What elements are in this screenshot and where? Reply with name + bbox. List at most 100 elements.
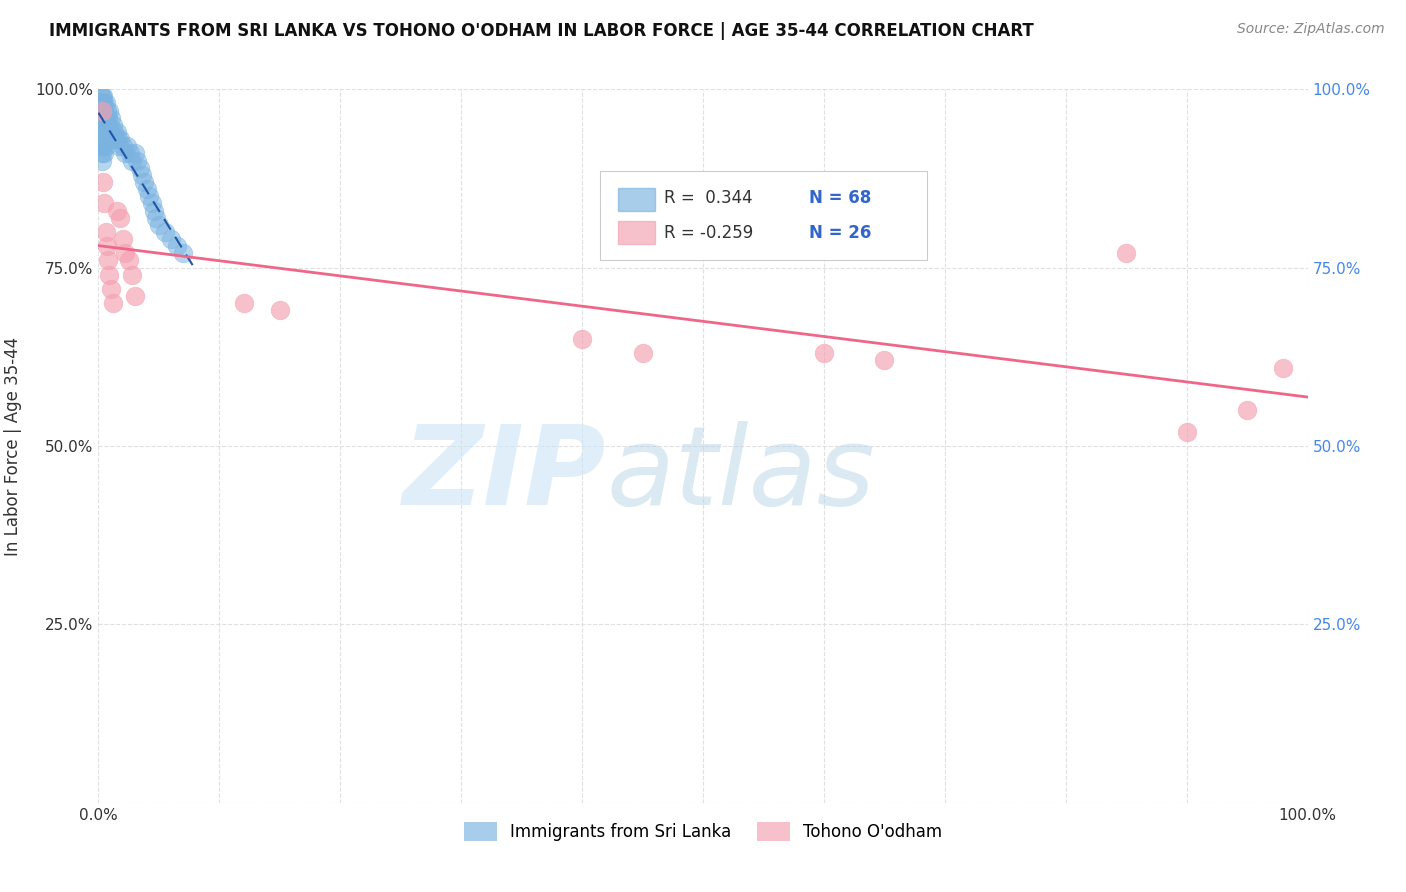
Text: N = 26: N = 26	[810, 224, 872, 242]
Point	[100, 125, 122, 139]
Text: ZIP: ZIP	[402, 421, 606, 528]
Point	[96, 132, 118, 146]
Text: R =  0.344: R = 0.344	[664, 189, 754, 207]
Point	[101, 296, 124, 310]
Point	[153, 225, 176, 239]
Point	[91, 111, 114, 125]
Point	[813, 346, 835, 360]
Point	[91, 103, 114, 118]
Point	[100, 111, 122, 125]
Bar	[619, 187, 655, 211]
Text: Source: ZipAtlas.com: Source: ZipAtlas.com	[1237, 22, 1385, 37]
Point	[90, 111, 112, 125]
Point	[90, 139, 112, 153]
Point	[124, 289, 146, 303]
Point	[90, 103, 112, 118]
Point	[89, 125, 111, 139]
Point	[160, 232, 183, 246]
Point	[121, 268, 143, 282]
Point	[94, 96, 117, 111]
Point	[97, 111, 120, 125]
Point	[108, 211, 131, 225]
Point	[89, 96, 111, 111]
Point	[91, 132, 114, 146]
Point	[97, 253, 120, 268]
Point	[89, 139, 111, 153]
Point	[91, 89, 114, 103]
Bar	[619, 221, 655, 244]
Point	[111, 139, 134, 153]
Point	[873, 353, 896, 368]
Point	[98, 268, 121, 282]
Point	[91, 103, 114, 118]
Point	[93, 103, 115, 118]
Point	[91, 111, 114, 125]
Point	[94, 225, 117, 239]
Point	[117, 139, 139, 153]
Point	[96, 239, 118, 253]
Point	[96, 103, 118, 118]
Point	[128, 161, 150, 175]
Point	[91, 96, 114, 111]
Point	[105, 203, 128, 218]
Point	[91, 153, 114, 168]
Point	[114, 146, 136, 161]
Point	[94, 111, 117, 125]
Point	[134, 175, 156, 189]
Point	[94, 139, 117, 153]
Point	[148, 218, 170, 232]
Point	[93, 96, 115, 111]
Legend: Immigrants from Sri Lanka, Tohono O'odham: Immigrants from Sri Lanka, Tohono O'odha…	[457, 815, 949, 848]
Point	[108, 132, 131, 146]
Point	[93, 146, 115, 161]
Point	[93, 132, 115, 146]
Point	[93, 196, 115, 211]
Point	[90, 89, 112, 103]
Point	[89, 111, 111, 125]
Point	[101, 118, 124, 132]
Point	[91, 175, 114, 189]
Point	[91, 125, 114, 139]
Point	[114, 246, 136, 260]
Text: atlas: atlas	[606, 421, 875, 528]
Point	[166, 239, 188, 253]
FancyBboxPatch shape	[600, 171, 927, 260]
Point	[91, 139, 114, 153]
Point	[135, 182, 157, 196]
Point	[91, 89, 114, 103]
Point	[100, 282, 122, 296]
Point	[232, 296, 254, 310]
Point	[108, 139, 131, 153]
Point	[98, 103, 121, 118]
Point	[118, 253, 141, 268]
Point	[94, 125, 117, 139]
Point	[91, 96, 114, 111]
Point	[91, 146, 114, 161]
Point	[93, 118, 115, 132]
Point	[1115, 246, 1137, 260]
Point	[143, 203, 166, 218]
Point	[91, 103, 114, 118]
Point	[111, 232, 134, 246]
Point	[138, 189, 160, 203]
Point	[1175, 425, 1198, 439]
Text: N = 68: N = 68	[810, 189, 872, 207]
Point	[90, 125, 112, 139]
Point	[96, 118, 118, 132]
Point	[107, 132, 129, 146]
Point	[124, 146, 146, 161]
Point	[269, 303, 291, 318]
Y-axis label: In Labor Force | Age 35-44: In Labor Force | Age 35-44	[4, 336, 21, 556]
Point	[91, 118, 114, 132]
Point	[1236, 403, 1258, 417]
Point	[631, 346, 654, 360]
Point	[104, 132, 127, 146]
Text: R = -0.259: R = -0.259	[664, 224, 754, 242]
Point	[127, 153, 149, 168]
Point	[571, 332, 593, 346]
Point	[105, 125, 128, 139]
Point	[121, 153, 143, 168]
Point	[141, 196, 163, 211]
Point	[172, 246, 194, 260]
Point	[131, 168, 153, 182]
